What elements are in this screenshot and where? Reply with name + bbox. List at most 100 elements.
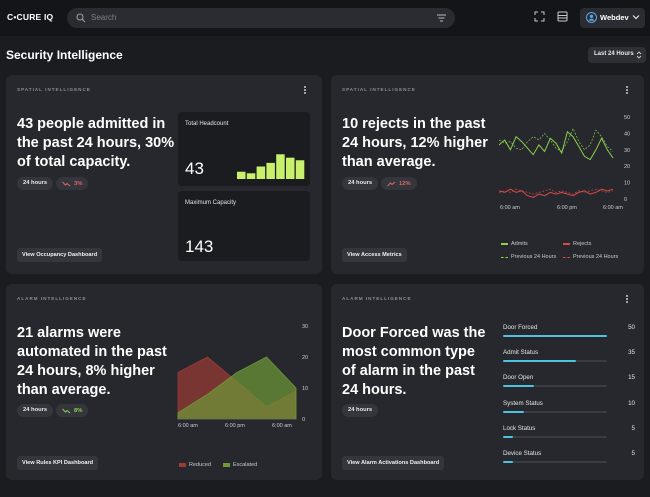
view-rules-kpi-dashboard-button[interactable]: View Rules KPI Dashboard (17, 456, 99, 470)
more-options-icon[interactable] (626, 86, 630, 96)
bar-fill (503, 335, 607, 337)
fullscreen-icon[interactable] (534, 11, 545, 22)
alarm-automation-card: ALARM INTELLIGENCE 21 alarms were automa… (6, 284, 322, 480)
x-tick-label: 6:00 pm (557, 205, 577, 211)
alarm-type-label: Admit Status (503, 349, 539, 357)
series-line (499, 188, 614, 198)
total-headcount-value: 43 (185, 159, 204, 178)
alarm-type-count: 15 (628, 374, 635, 382)
layout-icon[interactable] (557, 11, 568, 22)
card-eyebrow: SPATIAL INTELLIGENCE (17, 87, 91, 92)
trend-value: 8% (74, 407, 83, 414)
view-access-metrics-button[interactable]: View Access Metrics (342, 248, 407, 262)
filter-icon[interactable] (436, 13, 447, 23)
card-eyebrow: SPATIAL INTELLIGENCE (342, 87, 416, 92)
x-tick-label: 6:00 am (272, 423, 292, 429)
more-options-icon[interactable] (304, 86, 308, 96)
alarm-type-count: 10 (628, 399, 635, 407)
trend-pill: 3% (56, 177, 89, 190)
alarm-type-count: 35 (628, 349, 635, 357)
y-tick-label: 10 (624, 181, 630, 187)
trend-up-icon (387, 181, 396, 186)
alarm-activations-card: ALARM INTELLIGENCE Door Forced was the m… (331, 284, 644, 480)
headcount-bar-chart (237, 154, 305, 179)
y-tick-label: 20 (302, 355, 308, 361)
x-tick-label: 6:00 am (603, 205, 623, 211)
y-tick-label: 20 (624, 164, 630, 170)
legend-admits: Admits (501, 241, 528, 247)
trend-down-icon (62, 408, 71, 413)
bar-fill (503, 435, 514, 438)
alarm-type-row: Admit Status 35 (503, 349, 635, 369)
bar-fill (503, 461, 514, 463)
headcount-bar (276, 154, 285, 179)
total-headcount-label: Total Headcount (185, 121, 229, 127)
card-eyebrow: ALARM INTELLIGENCE (342, 296, 412, 301)
card-headline: 21 alarms were automated in the past 24 … (17, 325, 167, 398)
view-alarm-activations-dashboard-button[interactable]: View Alarm Activations Dashboard (342, 456, 445, 470)
alarm-type-row: Door Forced 50 (503, 324, 635, 344)
card-headline: 43 people admitted in the past 24 hours,… (17, 116, 175, 170)
bar-fill (503, 410, 524, 413)
chevron-down-icon (632, 15, 640, 20)
alarm-type-row: Door Open 15 (503, 374, 635, 394)
alarm-area-chart: 0 10 20 30 6:00 am 6:00 pm 6:00 am (177, 324, 308, 429)
y-tick-label: 50 (624, 115, 630, 121)
headcount-bar (295, 160, 305, 179)
time-range-label: Last 24 Hours (594, 51, 634, 57)
headcount-bar (286, 157, 295, 179)
headcount-bar (246, 173, 256, 179)
total-headcount-panel: Total Headcount 43 (178, 112, 310, 186)
alarm-type-count: 50 (628, 324, 635, 331)
trend-pill: 12% (381, 177, 417, 190)
card-headline: 10 rejects in the past 24 hours, 12% hig… (342, 116, 488, 170)
user-avatar-icon (586, 12, 597, 23)
access-metrics-card: SPATIAL INTELLIGENCE 10 rejects in the p… (331, 75, 644, 274)
search-bar[interactable]: Search (67, 8, 455, 28)
headcount-bar (237, 171, 246, 179)
alarm-type-label: Lock Status (503, 424, 536, 432)
headcount-bar (256, 166, 266, 179)
y-tick-label: 30 (302, 324, 308, 330)
trend-value: 3% (74, 180, 83, 187)
search-input[interactable]: Search (91, 13, 117, 22)
series-line (499, 130, 614, 161)
alarm-type-count: 5 (631, 424, 635, 432)
period-pill: 24 hours (342, 404, 379, 417)
legend-rejects: Rejects (563, 241, 591, 247)
more-options-icon[interactable] (626, 295, 630, 305)
app-logo[interactable]: C•CURE IQ (7, 12, 54, 22)
legend-reduced: Reduced (179, 462, 211, 468)
x-tick-label: 6:00 pm (225, 423, 245, 429)
y-tick-label: 30 (624, 148, 630, 154)
view-occupancy-dashboard-button[interactable]: View Occupancy Dashboard (17, 248, 103, 262)
alarm-type-row: System Status 10 (503, 400, 635, 420)
bar-track (503, 435, 607, 438)
period-pill: 24 hours (342, 177, 379, 190)
headcount-bar (266, 162, 275, 179)
y-tick-label: 0 (302, 417, 305, 423)
bar-track (503, 410, 607, 413)
alarm-type-row: Lock Status 5 (503, 425, 635, 445)
legend-previous-rejects: Previous 24 Hours (563, 254, 618, 260)
trend-down-icon (62, 181, 71, 186)
card-headline: Door Forced was the most common type of … (342, 325, 486, 398)
legend-previous-admits: Previous 24 Hours (501, 254, 556, 260)
time-range-select[interactable]: Last 24 Hours (588, 47, 646, 63)
period-pill: 24 hours (17, 404, 54, 417)
series-line (499, 188, 614, 195)
alarm-type-label: Door Forced (503, 324, 538, 331)
trend-pill: 8% (56, 404, 89, 417)
bar-fill (503, 385, 535, 388)
legend-escalated: Escalated (223, 462, 257, 468)
alarm-type-label: Door Open (503, 374, 534, 382)
user-menu-button[interactable]: Webdev (580, 8, 645, 28)
y-tick-label: 40 (624, 131, 630, 137)
card-eyebrow: ALARM INTELLIGENCE (17, 296, 87, 301)
user-name: Webdev (600, 13, 629, 22)
period-pill: 24 hours (17, 177, 54, 190)
alarm-type-count: 5 (631, 450, 635, 457)
x-tick-label: 6:00 am (178, 423, 198, 429)
trend-value: 12% (399, 180, 411, 187)
page-title: Security Intelligence (6, 48, 123, 62)
